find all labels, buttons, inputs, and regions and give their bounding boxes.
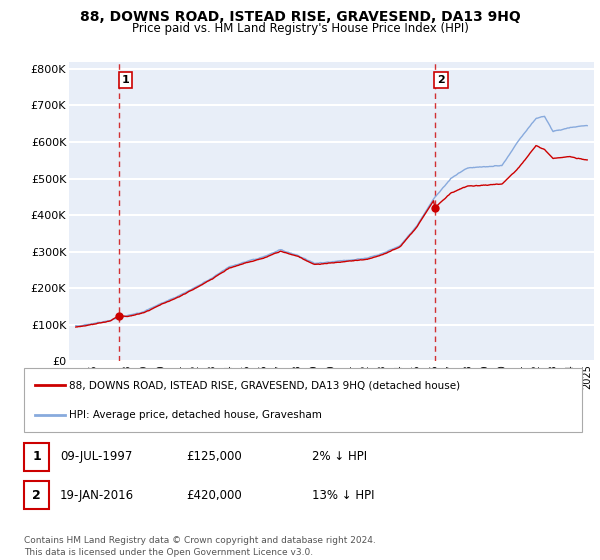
Text: £125,000: £125,000: [186, 450, 242, 464]
Text: 09-JUL-1997: 09-JUL-1997: [60, 450, 133, 464]
Text: 2% ↓ HPI: 2% ↓ HPI: [312, 450, 367, 464]
Text: 19-JAN-2016: 19-JAN-2016: [60, 488, 134, 502]
Text: 13% ↓ HPI: 13% ↓ HPI: [312, 488, 374, 502]
Text: Price paid vs. HM Land Registry's House Price Index (HPI): Price paid vs. HM Land Registry's House …: [131, 22, 469, 35]
Text: 88, DOWNS ROAD, ISTEAD RISE, GRAVESEND, DA13 9HQ: 88, DOWNS ROAD, ISTEAD RISE, GRAVESEND, …: [80, 10, 520, 24]
Text: 1: 1: [32, 450, 41, 464]
Text: 1: 1: [122, 75, 130, 85]
Text: 2: 2: [437, 75, 445, 85]
Text: Contains HM Land Registry data © Crown copyright and database right 2024.
This d: Contains HM Land Registry data © Crown c…: [24, 536, 376, 557]
Text: £420,000: £420,000: [186, 488, 242, 502]
Text: 88, DOWNS ROAD, ISTEAD RISE, GRAVESEND, DA13 9HQ (detached house): 88, DOWNS ROAD, ISTEAD RISE, GRAVESEND, …: [69, 380, 460, 390]
Text: 2: 2: [32, 488, 41, 502]
Text: HPI: Average price, detached house, Gravesham: HPI: Average price, detached house, Grav…: [69, 410, 322, 420]
